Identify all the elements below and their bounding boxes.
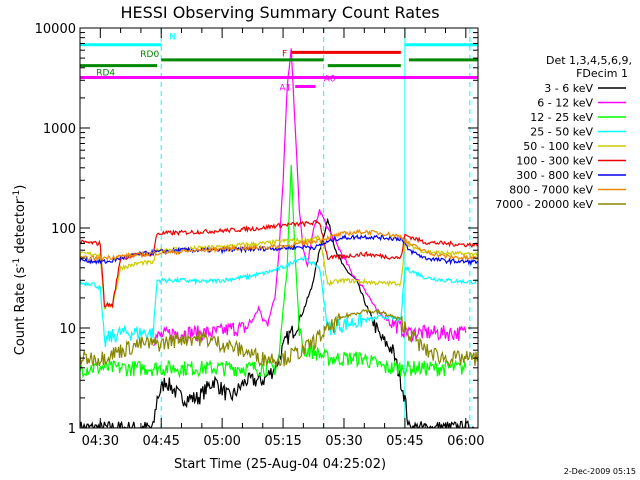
series-line-8 [80, 308, 478, 368]
legend-label-3: 25 - 50 keV [530, 126, 593, 139]
y-axis-label-end: ) [13, 185, 28, 190]
legend-label-1: 6 - 12 keV [537, 97, 593, 110]
y-axis-label-sup2: -1 [12, 190, 22, 199]
y-tick-label-0: 1 [68, 422, 76, 437]
x-tick-label-2: 05:00 [203, 434, 240, 449]
footer-date: 2-Dec-2009 05:15 [564, 467, 636, 476]
x-tick-label-1: 04:45 [142, 434, 179, 449]
flag-label-A1: A1 [279, 84, 291, 94]
y-tick-label-1: 10 [59, 322, 76, 337]
y-axis-label-main: Count Rate (s [13, 267, 28, 356]
legend-label-2: 12 - 25 keV [530, 111, 593, 124]
chart-title: HESSI Observing Summary Count Rates [120, 3, 439, 22]
series-line-1 [153, 48, 467, 346]
x-tick-label-5: 05:45 [386, 434, 423, 449]
flag-label-N: N [169, 33, 176, 43]
flag-label-RD0: RD0 [140, 50, 159, 60]
legend-label-0: 3 - 6 keV [544, 82, 593, 95]
series-line-4 [80, 234, 478, 310]
y-axis-label-sup1: -1 [12, 258, 22, 267]
legend-title-2: FDecim 1 [576, 67, 628, 80]
y-tick-label-4: 10000 [35, 22, 76, 37]
legend-label-4: 50 - 100 keV [523, 140, 593, 153]
y-axis-label-mid: detector [13, 198, 28, 258]
y-tick-label-3: 1000 [43, 122, 76, 137]
x-axis-label: Start Time (25-Aug-04 04:25:02) [174, 457, 386, 472]
y-axis-label: Count Rate (s-1 detector-1) [12, 185, 28, 356]
axis-layer: 1 10 100 1000 10000 04:30 04:45 05:00 05:15 05:30… [35, 22, 485, 449]
legend-label-6: 300 - 800 keV [516, 169, 593, 182]
legend-label-7: 800 - 7000 keV [509, 184, 593, 197]
legend-label-5: 100 - 300 keV [516, 155, 593, 168]
series-line-2 [80, 164, 467, 379]
x-tick-label-0: 04:30 [82, 434, 119, 449]
flag-layer: N F RD0 RD4 A0 A1 [80, 33, 478, 94]
series-line-7 [80, 228, 478, 262]
series-line-6 [80, 234, 478, 266]
flag-label-RD4: RD4 [96, 69, 115, 79]
series-group [80, 48, 478, 428]
legend-label-8: 7000 - 20000 keV [495, 198, 593, 211]
series-line-3 [80, 255, 478, 348]
x-tick-label-3: 05:15 [264, 434, 301, 449]
flag-label-F: F [282, 49, 287, 59]
legend-title-1: Det 1,3,4,5,6,9, [546, 54, 632, 67]
y-tick-label-2: 100 [51, 222, 76, 237]
flag-label-A0: A0 [324, 74, 336, 84]
x-tick-label-6: 06:00 [447, 434, 484, 449]
x-tick-label-4: 05:30 [325, 434, 362, 449]
series-line-5 [80, 219, 478, 309]
plot-layer [79, 28, 478, 428]
